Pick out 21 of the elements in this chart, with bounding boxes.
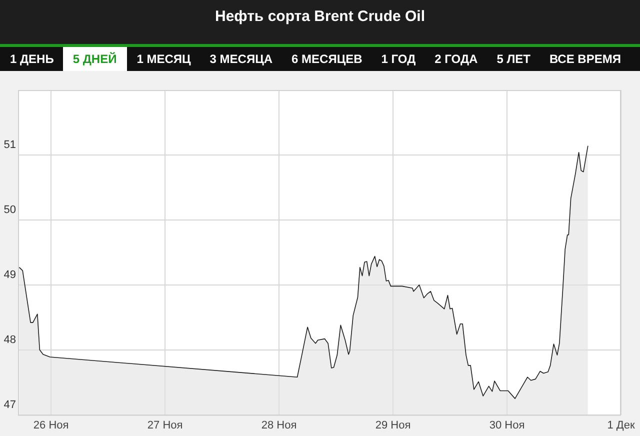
x-tick-label: 26 Ноя [33, 419, 69, 432]
x-tick-label: 1 Дек [607, 419, 635, 432]
x-tick-label: 28 Ноя [261, 419, 297, 432]
text: 2 ГОДА [434, 51, 479, 68]
chart-title: Нефть сорта Brent Crude Oil [214, 8, 426, 25]
y-tick-label: 49 [4, 268, 16, 281]
text: 1 ДЕНЬ [9, 51, 55, 68]
x-tick-label: 30 Ноя [489, 419, 525, 432]
text: 6 МЕСЯЦЕВ [290, 51, 364, 68]
text: 3 МЕСЯЦА [208, 51, 274, 68]
text: 1 ГОД [380, 51, 417, 68]
y-tick-label: 51 [4, 138, 16, 151]
y-tick-label: 47 [4, 398, 16, 411]
x-tick-label: 27 Ноя [147, 419, 183, 432]
text: ВСЕ ВРЕМЯ [548, 51, 622, 68]
y-tick-label: 48 [4, 334, 16, 346]
y-tick-label: 50 [4, 204, 16, 216]
text: 5 ЛЕТ [496, 51, 532, 68]
text: 5 ДНЕЙ [62, 47, 127, 71]
x-tick-label: 29 Ноя [375, 419, 411, 432]
text: 1 МЕСЯЦ [136, 51, 192, 68]
